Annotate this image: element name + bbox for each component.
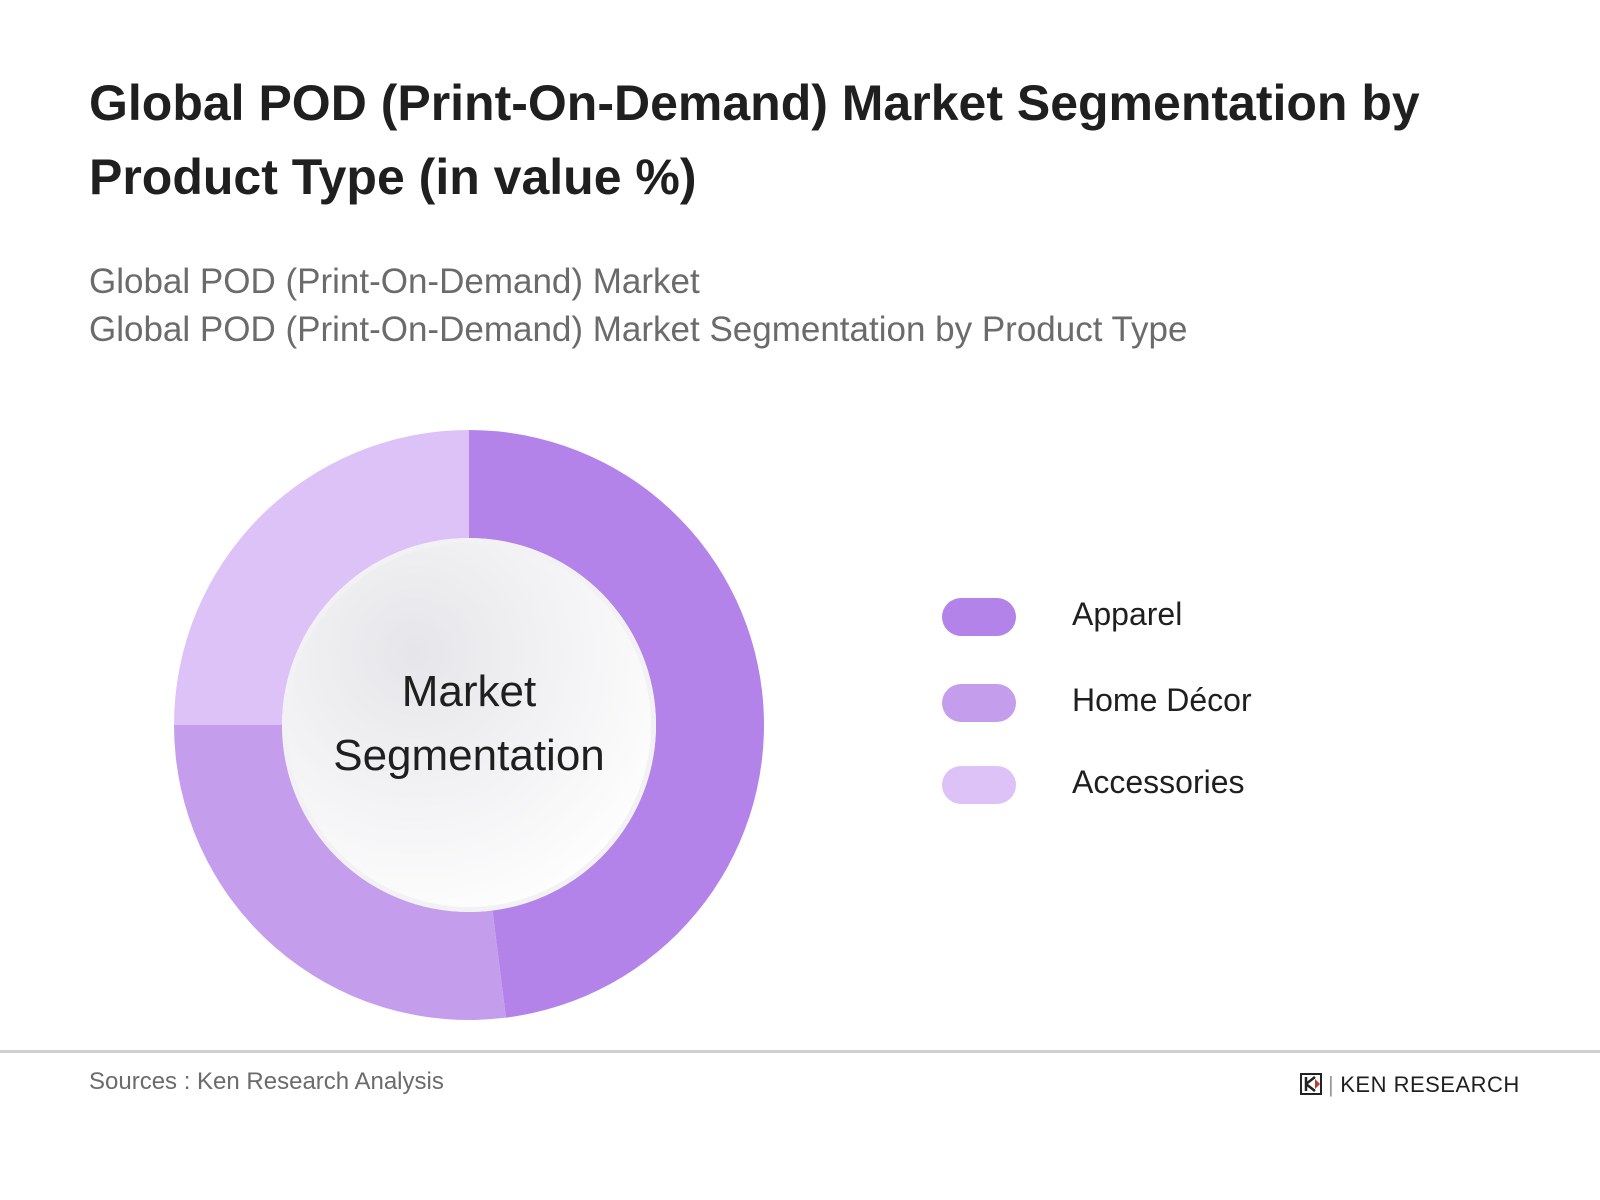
legend-swatch xyxy=(942,684,1016,722)
center-disc xyxy=(287,543,651,907)
chart-title: Global POD (Print-On-Demand) Market Segm… xyxy=(89,75,1420,205)
legend-swatch xyxy=(942,598,1016,636)
footer-divider xyxy=(0,1050,1600,1053)
legend-swatch xyxy=(942,766,1016,804)
donut-slice-apparel xyxy=(469,430,765,1018)
donut-slice-accessories xyxy=(174,430,469,725)
center-label: Market Segmentation xyxy=(333,667,605,780)
legend-label: Apparel xyxy=(1072,596,1183,632)
ken-logo-icon xyxy=(1300,1073,1322,1095)
source-note: Sources : Ken Research Analysis xyxy=(89,1068,444,1095)
logo-text: KEN RESEARCH xyxy=(1340,1072,1520,1097)
legend-label: Home Décor xyxy=(1072,682,1252,718)
donut-slice-home-d-cor xyxy=(173,725,506,1020)
chart-subtitle: Global POD (Print-On-Demand) Market Glob… xyxy=(89,258,1187,354)
subtitle-line-2: Global POD (Print-On-Demand) Market Segm… xyxy=(89,310,1188,349)
ken-research-logo: | KEN RESEARCH xyxy=(1300,1072,1520,1098)
subtitle-line-1: Global POD (Print-On-Demand) Market xyxy=(89,262,700,301)
legend-label: Accessories xyxy=(1072,764,1245,800)
